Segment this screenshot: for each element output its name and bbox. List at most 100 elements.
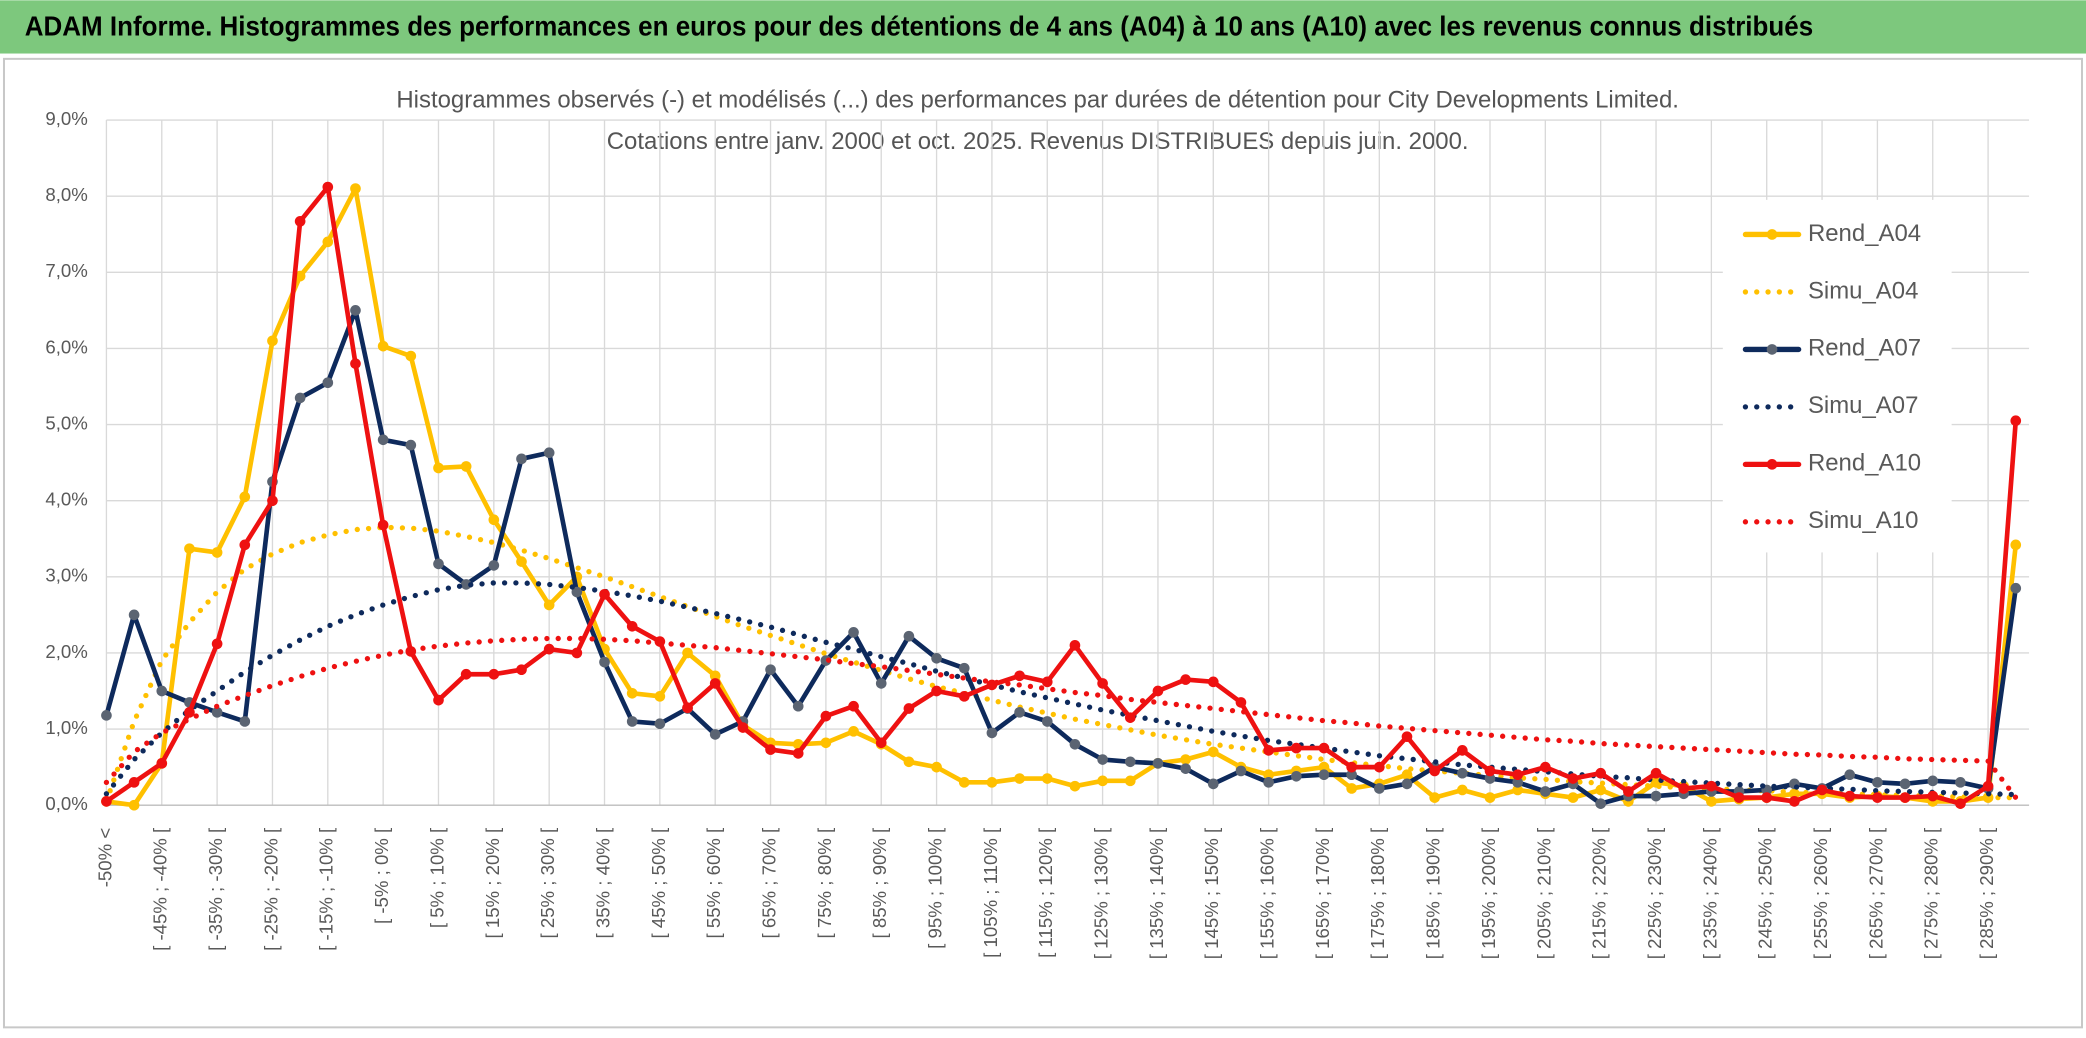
point-marker bbox=[1955, 798, 1966, 809]
point-marker bbox=[626, 620, 638, 632]
point-marker bbox=[156, 685, 168, 697]
point-marker bbox=[1567, 792, 1579, 803]
point-marker bbox=[156, 757, 168, 769]
y-tick-label: 5,0% bbox=[45, 412, 87, 433]
x-tick-label: [ 15% ; 20% [ bbox=[482, 827, 503, 939]
point-marker bbox=[1457, 767, 1468, 779]
point-marker bbox=[1650, 790, 1662, 802]
point-marker bbox=[322, 181, 334, 193]
point-marker bbox=[101, 796, 112, 807]
observed-line bbox=[104, 308, 2019, 806]
point-marker bbox=[1041, 676, 1053, 688]
x-tick-label: [ 245% ; 250% [ bbox=[1755, 827, 1776, 959]
x-tick-label: [ -45% ; -40% [ bbox=[150, 827, 171, 951]
point-marker bbox=[1346, 761, 1357, 773]
point-marker bbox=[1318, 761, 1330, 773]
point-marker bbox=[599, 588, 610, 600]
x-tick-label: [ 235% ; 240% [ bbox=[1699, 827, 1720, 959]
point-marker bbox=[128, 609, 140, 621]
point-marker bbox=[1678, 783, 1690, 794]
point-marker bbox=[1429, 792, 1440, 803]
point-marker bbox=[1124, 756, 1136, 768]
x-tick-label: [ 185% ; 190% [ bbox=[1423, 827, 1444, 959]
point-marker bbox=[1512, 777, 1523, 788]
header-bar bbox=[0, 0, 2086, 54]
point-marker bbox=[737, 722, 749, 733]
legend-label: Rend_A04 bbox=[1808, 220, 1921, 247]
x-tick-label: [ 5% ; 10% [ bbox=[426, 827, 447, 928]
point-marker bbox=[1290, 742, 1302, 754]
point-marker bbox=[1733, 792, 1745, 803]
point-marker bbox=[1484, 765, 1496, 777]
legend-label: Simu_A07 bbox=[1808, 392, 1918, 419]
x-tick-label: [ -5% ; 0% [ bbox=[371, 827, 392, 924]
point-marker bbox=[1014, 670, 1025, 682]
point-marker bbox=[1124, 775, 1136, 787]
x-tick-label: [ 45% ; 50% [ bbox=[648, 827, 669, 939]
point-marker bbox=[488, 560, 500, 571]
point-marker bbox=[1429, 765, 1440, 777]
legend-marker bbox=[1766, 344, 1778, 355]
point-marker bbox=[1899, 792, 1911, 803]
model-line bbox=[103, 635, 2019, 801]
point-marker bbox=[765, 744, 776, 755]
point-marker bbox=[1706, 796, 1717, 807]
point-marker bbox=[1069, 640, 1081, 651]
point-marker bbox=[1318, 742, 1330, 754]
x-tick-label: [ 165% ; 170% [ bbox=[1312, 827, 1333, 959]
point-marker bbox=[184, 543, 195, 554]
point-marker bbox=[1235, 697, 1247, 708]
point-marker bbox=[709, 729, 721, 740]
point-marker bbox=[1927, 790, 1939, 802]
point-marker bbox=[1595, 767, 1607, 779]
x-tick-label: [ 255% ; 260% [ bbox=[1810, 827, 1831, 959]
point-marker bbox=[1235, 765, 1247, 777]
point-marker bbox=[599, 656, 610, 668]
point-marker bbox=[848, 726, 859, 737]
point-marker bbox=[1069, 780, 1081, 792]
point-marker bbox=[654, 691, 666, 702]
x-tick-label: [ 35% ; 40% [ bbox=[592, 827, 613, 939]
legend-label: Simu_A10 bbox=[1808, 507, 1918, 534]
point-marker bbox=[1540, 761, 1551, 773]
x-tick-label: [ 145% ; 150% [ bbox=[1201, 827, 1222, 959]
point-marker bbox=[682, 647, 693, 659]
point-marker bbox=[765, 664, 776, 676]
point-marker bbox=[958, 777, 970, 788]
point-marker bbox=[931, 652, 942, 664]
point-marker bbox=[1484, 773, 1496, 784]
y-tick-label: 9,0% bbox=[45, 108, 87, 129]
point-marker bbox=[931, 685, 942, 697]
point-marker bbox=[1097, 754, 1108, 765]
point-marker bbox=[986, 727, 998, 739]
point-marker bbox=[820, 737, 832, 749]
point-marker bbox=[294, 392, 306, 404]
point-marker bbox=[267, 335, 278, 347]
point-marker bbox=[1097, 775, 1108, 787]
point-marker bbox=[2010, 415, 2022, 427]
point-marker bbox=[848, 700, 859, 712]
point-marker bbox=[1014, 706, 1025, 718]
x-tick-label: [ 75% ; 80% [ bbox=[814, 827, 835, 939]
point-marker bbox=[1180, 674, 1191, 685]
point-marker bbox=[1512, 769, 1523, 781]
point-marker bbox=[654, 718, 666, 730]
point-marker bbox=[1872, 777, 1883, 788]
point-marker bbox=[792, 748, 804, 759]
point-marker bbox=[405, 350, 417, 362]
model-line bbox=[103, 580, 2019, 798]
point-marker bbox=[1457, 784, 1468, 796]
point-marker bbox=[2010, 539, 2022, 551]
point-marker bbox=[1373, 783, 1385, 794]
point-marker bbox=[460, 461, 472, 472]
point-marker bbox=[626, 687, 638, 699]
point-marker bbox=[543, 599, 555, 611]
point-marker bbox=[267, 495, 278, 507]
point-marker bbox=[350, 305, 361, 316]
point-marker bbox=[377, 434, 389, 446]
point-marker bbox=[322, 377, 334, 389]
point-marker bbox=[1595, 784, 1607, 796]
point-marker bbox=[848, 627, 859, 638]
point-marker bbox=[239, 716, 251, 727]
point-marker bbox=[1484, 792, 1496, 803]
